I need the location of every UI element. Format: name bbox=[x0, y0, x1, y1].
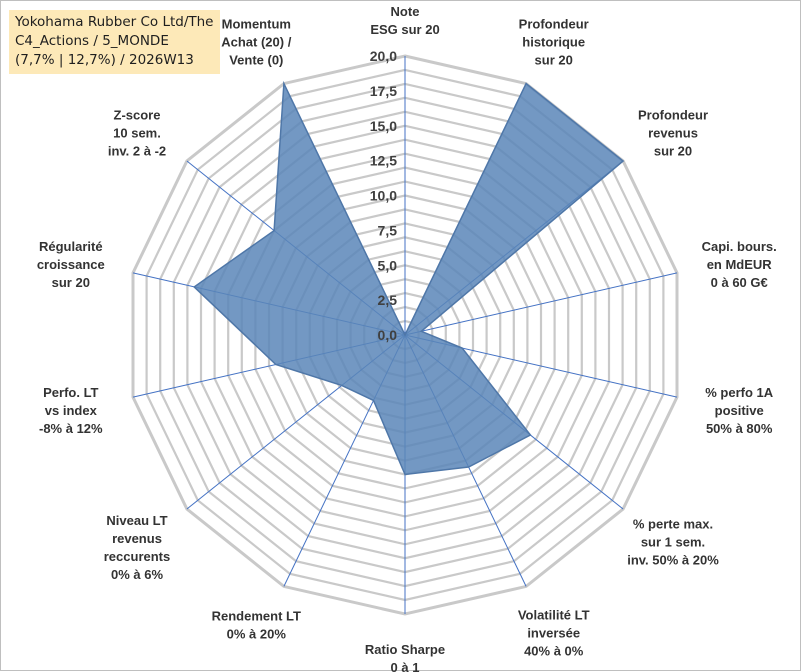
axis-label-line: croissance bbox=[37, 257, 105, 272]
tick-label: 12,5 bbox=[370, 153, 397, 169]
axis-label-line: inversée bbox=[527, 626, 580, 641]
axis-label-line: Profondeur bbox=[519, 17, 589, 32]
axis-label-line: 10 sem. bbox=[113, 126, 161, 141]
axis-label-line: -8% à 12% bbox=[39, 421, 103, 436]
axis-label-line: Niveau LT bbox=[106, 513, 167, 528]
axis-label-line: Rendement LT bbox=[212, 608, 301, 623]
chart-title-line-1: Yokohama Rubber Co Ltd/The bbox=[15, 13, 214, 32]
tick-label: 2,5 bbox=[378, 292, 398, 308]
axis-label-line: en MdEUR bbox=[707, 257, 773, 272]
axis-label: Régularité croissance sur 20 bbox=[37, 239, 105, 290]
axis-label-line: sur 1 sem. bbox=[641, 535, 705, 550]
tick-label: 10,0 bbox=[370, 188, 397, 204]
axis-label: Ratio Sharpe 0 à 1 bbox=[365, 642, 445, 672]
tick-label: 7,5 bbox=[378, 222, 398, 238]
axis-label: Perfo. LT vs index -8% à 12% bbox=[39, 385, 103, 436]
tick-label: 17,5 bbox=[370, 83, 397, 99]
tick-label: 0,0 bbox=[378, 327, 398, 343]
axis-label-line: 0 à 60 G€ bbox=[711, 275, 768, 290]
axis-label-line: 50% à 80% bbox=[706, 421, 773, 436]
tick-label: 5,0 bbox=[378, 257, 398, 273]
chart-title-line-3: (7,7% | 12,7%) / 2026W13 bbox=[15, 51, 214, 70]
axis-label: Note ESG sur 20 bbox=[370, 4, 439, 37]
axis-label: % perfo 1A positive 50% à 80% bbox=[705, 385, 774, 436]
axis-label: Niveau LT revenus reccurents 0% à 6% bbox=[104, 513, 170, 582]
axis-label-line: Vente (0) bbox=[229, 53, 283, 68]
axis-label-line: Achat (20) / bbox=[221, 35, 291, 50]
tick-label: 15,0 bbox=[370, 118, 397, 134]
axis-label-line: 0% à 6% bbox=[111, 567, 163, 582]
axis-label-line: Note bbox=[391, 4, 420, 19]
axis-label-line: reccurents bbox=[104, 549, 170, 564]
axis-label-line: Profondeur bbox=[638, 108, 708, 123]
chart-title-line-2: C4_Actions / 5_MONDE bbox=[15, 32, 214, 51]
axis-label-line: inv. 50% à 20% bbox=[627, 553, 719, 568]
axis-label-line: sur 20 bbox=[52, 275, 90, 290]
axis-label-line: % perte max. bbox=[633, 517, 713, 532]
axis-label-line: inv. 2 à -2 bbox=[108, 144, 166, 159]
axis-label-line: 0 à 1 bbox=[391, 660, 420, 672]
axis-label-line: Volatilité LT bbox=[518, 608, 590, 623]
axis-label: Volatilité LT inversée 40% à 0% bbox=[518, 608, 590, 659]
axis-label-line: positive bbox=[715, 403, 764, 418]
axis-label-line: Perfo. LT bbox=[43, 385, 98, 400]
axis-label-line: vs index bbox=[45, 403, 98, 418]
axis-label-line: historique bbox=[522, 35, 585, 50]
axis-label-line: sur 20 bbox=[654, 144, 692, 159]
axis-label: Z-score 10 sem. inv. 2 à -2 bbox=[108, 108, 166, 159]
tick-label: 20,0 bbox=[370, 48, 397, 64]
axis-label-line: Z-score bbox=[114, 108, 161, 123]
axis-label-line: Régularité bbox=[39, 239, 103, 254]
axis-label: Momentum Achat (20) / Vente (0) bbox=[221, 17, 291, 68]
axis-label: Rendement LT 0% à 20% bbox=[212, 608, 301, 641]
axis-label: Capi. bours. en MdEUR 0 à 60 G€ bbox=[702, 239, 777, 290]
axis-label: Profondeur revenus sur 20 bbox=[638, 108, 708, 159]
axis-label-line: Ratio Sharpe bbox=[365, 642, 445, 657]
axis-label-line: revenus bbox=[112, 531, 162, 546]
axis-label-line: 40% à 0% bbox=[524, 644, 584, 659]
axis-label-line: revenus bbox=[648, 126, 698, 141]
chart-title: Yokohama Rubber Co Ltd/The C4_Actions / … bbox=[9, 10, 220, 74]
axis-label: % perte max. sur 1 sem. inv. 50% à 20% bbox=[627, 517, 719, 568]
axis-label-line: 0% à 20% bbox=[227, 626, 287, 641]
axis-label-line: Capi. bours. bbox=[702, 239, 777, 254]
axis-label-line: sur 20 bbox=[535, 53, 573, 68]
axis-label-line: ESG sur 20 bbox=[370, 22, 439, 37]
axis-label-line: Momentum bbox=[222, 17, 291, 32]
axis-label: Profondeur historique sur 20 bbox=[519, 17, 589, 68]
axis-label-line: % perfo 1A bbox=[705, 385, 774, 400]
